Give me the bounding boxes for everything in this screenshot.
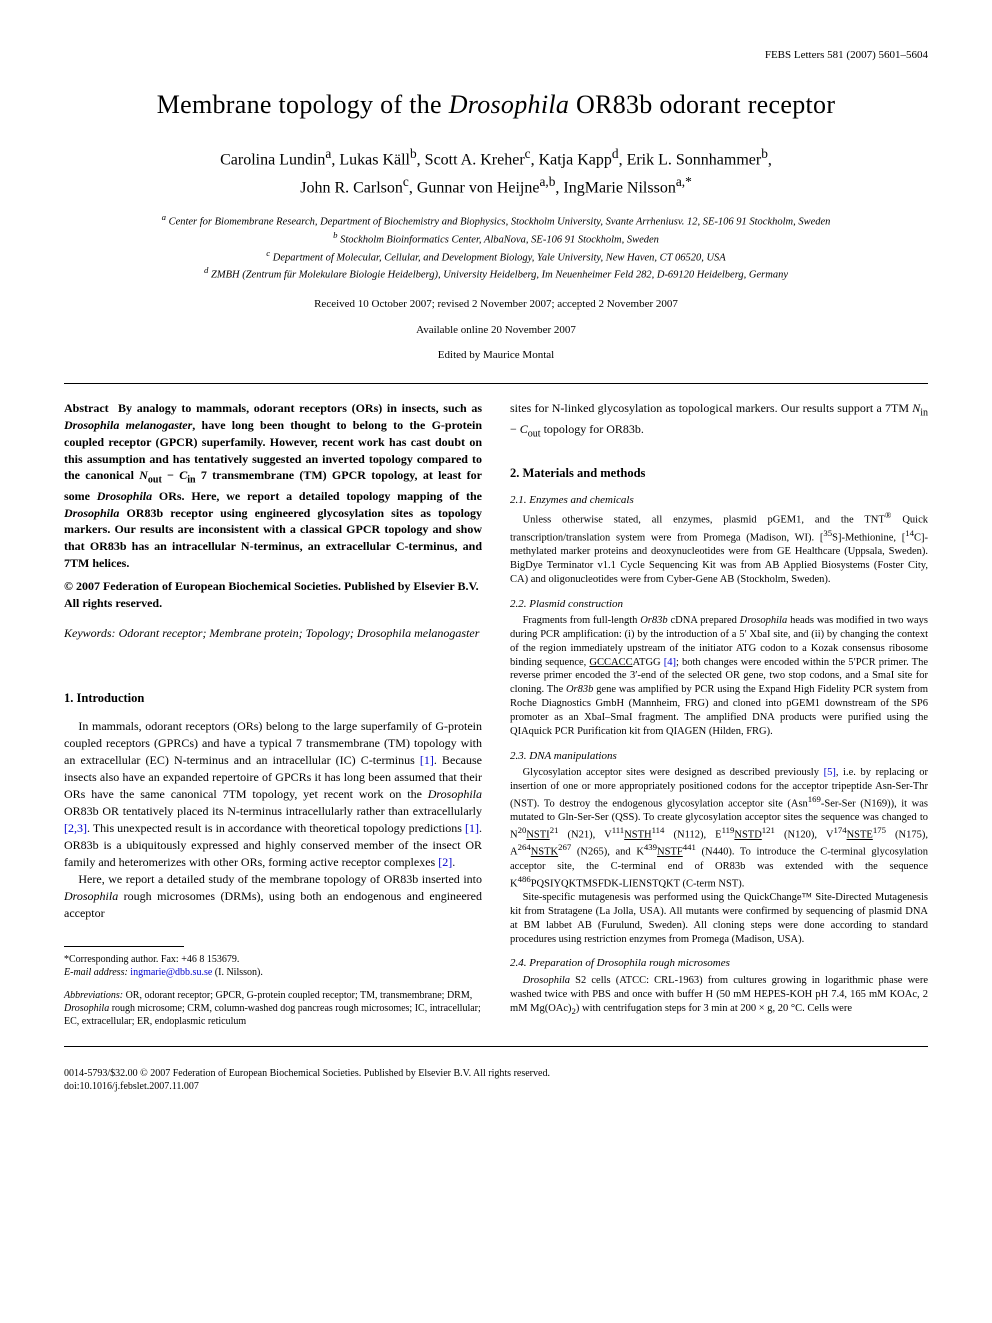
authors-line2: John R. Carlsonc, Gunnar von Heijnea,b, … (64, 172, 928, 200)
abstract-label: Abstract (64, 401, 109, 415)
affiliation-d: d ZMBH (Zentrum für Molekulare Biologie … (64, 265, 928, 283)
affiliations: a Center for Biomembrane Research, Depar… (64, 212, 928, 283)
section-intro-heading: 1. Introduction (64, 690, 482, 708)
subsection-22-text: Fragments from full-length Or83b cDNA pr… (510, 614, 928, 739)
title-pre: Membrane topology of the (157, 90, 449, 119)
available-date: Available online 20 November 2007 (64, 323, 928, 338)
subsection-21-text: Unless otherwise stated, all enzymes, pl… (510, 510, 928, 586)
intro-p2: Here, we report a detailed study of the … (64, 871, 482, 922)
keywords: Keywords: Odorant receptor; Membrane pro… (64, 625, 482, 642)
abbrev-text: OR, odorant receptor; GPCR, G-protein co… (64, 990, 481, 1027)
authors-line1: Carolina Lundina, Lukas Källb, Scott A. … (64, 144, 928, 172)
email-label: E-mail address: (64, 967, 128, 978)
header-divider (64, 383, 928, 384)
left-column: Abstract By analogy to mammals, odorant … (64, 400, 482, 1028)
intro-p1: In mammals, odorant receptors (ORs) belo… (64, 718, 482, 871)
footnote-separator (64, 946, 184, 947)
affiliation-c: c Department of Molecular, Cellular, and… (64, 248, 928, 266)
footer-doi: doi:10.1016/j.febslet.2007.11.007 (64, 1080, 928, 1093)
editor-line: Edited by Maurice Montal (64, 348, 928, 363)
section-methods-heading: 2. Materials and methods (510, 465, 928, 483)
corresponding-author: *Corresponding author. Fax: +46 8 153679… (64, 953, 482, 966)
subsection-23-text1: Glycosylation acceptor sites were design… (510, 766, 928, 891)
subsection-22-heading: 2.2. Plasmid construction (510, 597, 928, 612)
subsection-23-text2: Site-specific mutagenesis was performed … (510, 891, 928, 946)
abstract-copyright: © 2007 Federation of European Biochemica… (64, 578, 482, 612)
email-line: E-mail address: ingmarie@dbb.su.se (I. N… (64, 966, 482, 979)
subsection-23-heading: 2.3. DNA manipulations (510, 749, 928, 764)
two-column-layout: Abstract By analogy to mammals, odorant … (64, 400, 928, 1028)
abstract: Abstract By analogy to mammals, odorant … (64, 400, 482, 572)
author-list: Carolina Lundina, Lukas Källb, Scott A. … (64, 144, 928, 201)
intro-p3: sites for N-linked glycosylation as topo… (510, 400, 928, 441)
subsection-24-text: Drosophila S2 cells (ATCC: CRL-1963) fro… (510, 974, 928, 1017)
affiliation-a: a Center for Biomembrane Research, Depar… (64, 212, 928, 230)
article-title: Membrane topology of the Drosophila OR83… (64, 87, 928, 123)
abstract-body: By analogy to mammals, odorant receptors… (64, 401, 482, 570)
title-post: OR83b odorant receptor (569, 90, 835, 119)
keywords-label: Keywords: (64, 626, 116, 640)
title-italic: Drosophila (449, 90, 570, 119)
email-address[interactable]: ingmarie@dbb.su.se (130, 967, 212, 978)
footer-copyright: 0014-5793/$32.00 © 2007 Federation of Eu… (64, 1067, 928, 1080)
keywords-text: Odorant receptor; Membrane protein; Topo… (119, 626, 480, 640)
footer-divider (64, 1046, 928, 1047)
journal-citation: FEBS Letters 581 (2007) 5601–5604 (64, 48, 928, 63)
subsection-24-heading: 2.4. Preparation of Drosophila rough mic… (510, 956, 928, 971)
email-name: (I. Nilsson). (215, 967, 263, 978)
right-column: sites for N-linked glycosylation as topo… (510, 400, 928, 1028)
affiliation-b: b Stockholm Bioinformatics Center, AlbaN… (64, 230, 928, 248)
received-date: Received 10 October 2007; revised 2 Nove… (64, 297, 928, 312)
subsection-21-heading: 2.1. Enzymes and chemicals (510, 493, 928, 508)
abbrev-label: Abbreviations: (64, 990, 123, 1001)
footer: 0014-5793/$32.00 © 2007 Federation of Eu… (64, 1067, 928, 1093)
abbreviations: Abbreviations: OR, odorant receptor; GPC… (64, 989, 482, 1028)
